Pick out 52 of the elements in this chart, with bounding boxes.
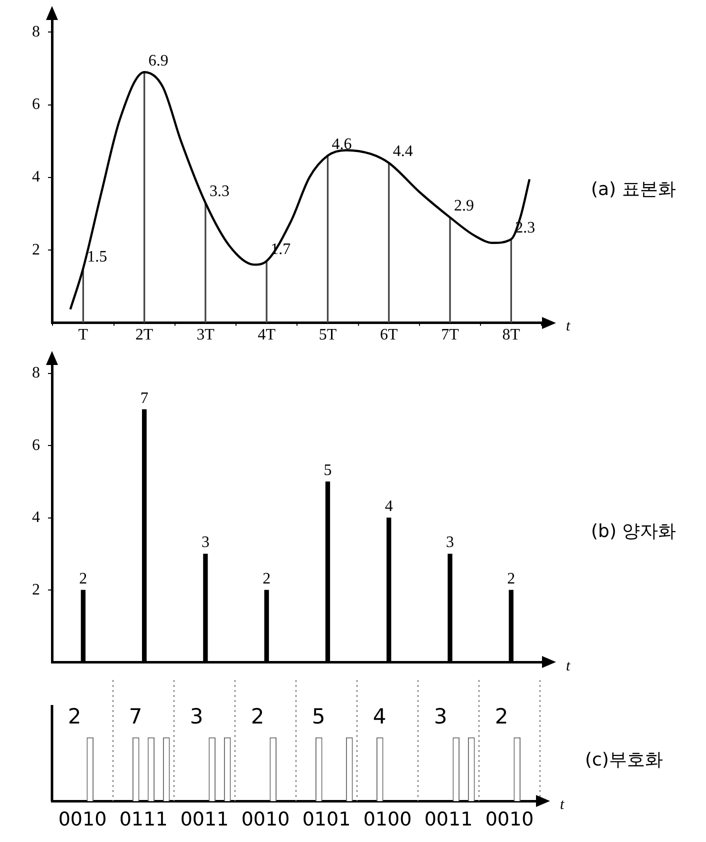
text: 2 [250,704,264,728]
text: 4 [372,704,386,728]
data-label: 7 [140,390,148,407]
data-label: 3 [201,534,210,552]
x-tick-label: 0010 [241,808,290,831]
y-tick-label: 2 [32,241,40,258]
y-tick-label: 8 [32,23,40,40]
x-tick-label: 5T [318,326,337,344]
x-tick-label: 4T [258,326,276,344]
text: 5 [312,704,326,728]
text: 3 [434,704,448,728]
y-tick-label: 8 [32,364,40,382]
y-tick-label: 4 [32,509,40,526]
x-tick-label: 0100 [363,808,412,831]
text: (c)부호화 [585,749,663,770]
data-label: 6.9 [148,52,168,70]
text: 7 [128,704,142,728]
x-tick-label: 3T [196,326,215,344]
text: (b) 양자화 [591,521,676,542]
x-tick-label: 0010 [485,808,534,831]
x-tick-label: 0011 [180,808,229,831]
data-label: 2 [507,570,516,588]
data-label: 2 [79,570,88,588]
x-tick-label: 2T [135,326,154,344]
x-axis-title: t [560,797,565,814]
x-tick-label: 6T [380,326,398,344]
data-label: 2 [262,570,271,588]
text: 3 [190,704,204,728]
x-tick-label: 0011 [424,808,473,831]
data-label: 4 [384,498,393,516]
data-label: 3.3 [209,183,230,200]
y-tick-label: 6 [32,96,40,114]
data-label: 3 [446,534,454,552]
y-tick-label: 2 [32,581,40,598]
x-tick-label: 8T [502,326,520,344]
y-tick-label: 4 [32,168,40,186]
y-tick-label: 6 [32,436,40,454]
x-tick-label: 0111 [119,808,168,831]
data-label: 2.9 [454,198,474,215]
x-tick-label: 0010 [58,808,107,831]
x-tick-label: T [78,326,88,344]
text: (a) 표본화 [591,178,676,200]
x-tick-label: 0101 [302,808,351,831]
x-tick-label: 7T [441,326,460,344]
data-label: 4.6 [332,136,352,153]
x-axis-title: t [566,658,571,674]
x-axis-title: t [566,318,571,335]
data-label: 5 [324,462,332,479]
text: 2 [68,704,82,728]
data-label: 4.4 [392,143,413,160]
data-label: 1.5 [87,248,108,266]
text: 2 [494,704,508,728]
